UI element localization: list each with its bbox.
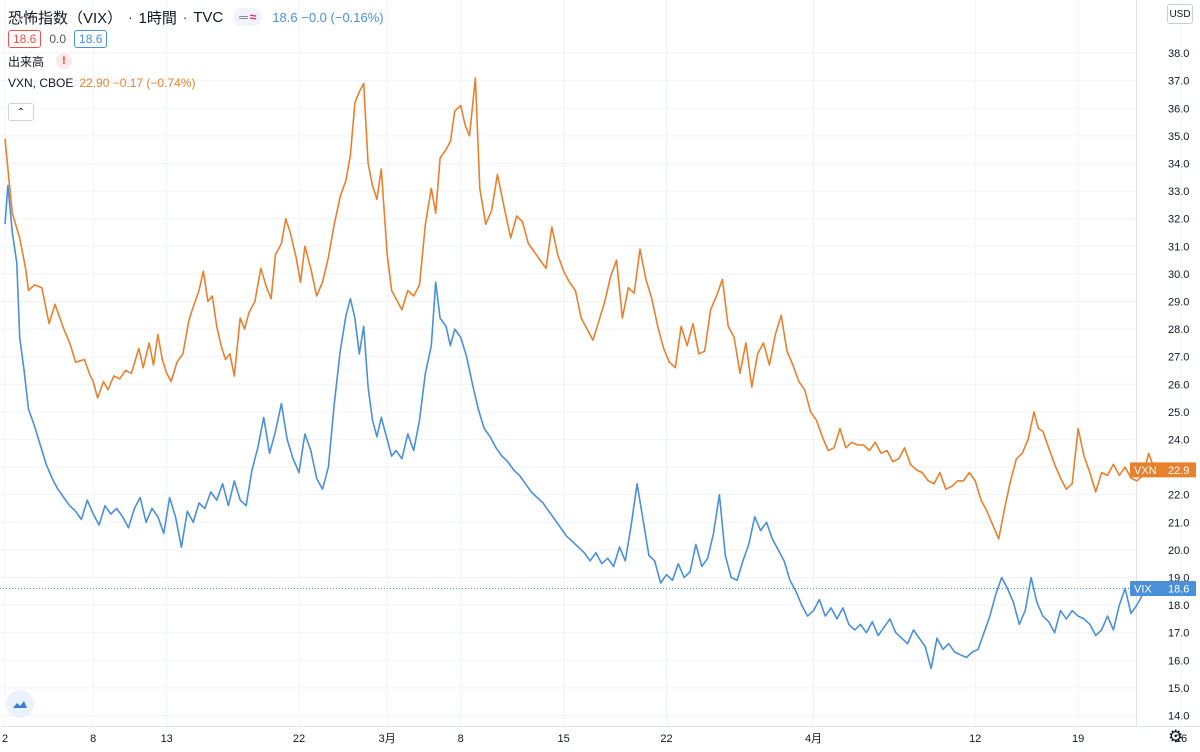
cloud-icon [13, 701, 27, 708]
y-tick-label: 15.0 [1168, 683, 1189, 695]
x-tick-label: 22 [660, 733, 672, 745]
chevron-up-icon: ⌃ [16, 106, 26, 118]
symbol-title[interactable]: 恐怖指数（VIX） [8, 9, 123, 27]
vxn-series-line[interactable] [4, 77, 1167, 540]
vix-last-value-badge [1130, 581, 1196, 597]
y-tick-label: 24.0 [1168, 435, 1189, 447]
x-tick-label: 15 [557, 733, 569, 745]
y-tick-label: 16.0 [1168, 655, 1189, 667]
x-tick-label: 2 [2, 733, 8, 745]
equals-icon: ═ [239, 10, 248, 24]
y-tick-label: 26.0 [1168, 379, 1189, 391]
spread-value: 0.0 [49, 32, 67, 46]
y-tick-label: 38.0 [1168, 48, 1189, 60]
collapse-legend-button[interactable]: ⌃ [8, 103, 34, 121]
approx-icon: ≈ [249, 10, 257, 24]
currency-button[interactable]: USD [1167, 4, 1193, 24]
x-tick-label: 12 [969, 733, 981, 745]
title-separator: · [128, 9, 133, 25]
y-tick-label: 20.0 [1168, 545, 1189, 557]
y-tick-label: 28.0 [1168, 324, 1189, 336]
title-separator: · [182, 9, 188, 25]
y-tick-label: 30.0 [1168, 269, 1189, 281]
x-tick-label: 22 [293, 733, 305, 745]
x-tick-label: 8 [90, 733, 96, 745]
vxn-last-value-badge [1130, 462, 1196, 478]
y-tick-label: 37.0 [1168, 76, 1189, 88]
interval-label[interactable]: 1時間 [138, 9, 177, 27]
x-tick-label: 3月 [379, 733, 396, 745]
y-tick-label: 33.0 [1168, 186, 1189, 198]
ask-price[interactable]: 18.6 [74, 30, 108, 48]
vix-badge-name: VIX [1134, 584, 1152, 596]
x-tick-label: 4月 [805, 733, 822, 745]
vix-badge-value: 18.6 [1168, 584, 1189, 596]
y-tick-label: 18.0 [1168, 600, 1189, 612]
y-tick-label: 17.0 [1168, 628, 1189, 640]
chart-type-toggle[interactable]: ═ ≈ [233, 8, 263, 26]
settings-gear-icon[interactable]: ⚙ [1168, 727, 1184, 746]
vix-series-line[interactable] [4, 184, 1167, 670]
y-tick-label: 21.0 [1168, 517, 1189, 529]
vxn-badge-value: 22.9 [1168, 465, 1189, 477]
y-tick-label: 34.0 [1168, 159, 1189, 171]
y-tick-label: 35.0 [1168, 131, 1189, 143]
alert-icon[interactable]: ! [56, 53, 73, 69]
vxn-series-name[interactable]: VXN, CBOE [8, 76, 74, 90]
y-tick-label: 32.0 [1168, 214, 1189, 226]
y-tick-label: 29.0 [1168, 297, 1189, 309]
x-tick-label: 8 [458, 733, 464, 745]
y-tick-label: 36.0 [1168, 103, 1189, 115]
tradingview-logo-icon[interactable] [6, 690, 34, 718]
y-tick-label: 31.0 [1168, 241, 1189, 253]
x-tick-label: 26 [1175, 733, 1187, 745]
bid-price[interactable]: 18.6 [8, 30, 42, 48]
x-tick-label: 13 [161, 733, 173, 745]
y-tick-label: 22.0 [1168, 490, 1189, 502]
source-label: TVC [193, 8, 224, 26]
y-tick-label: 14.0 [1168, 711, 1189, 723]
vxn-badge-name: VXN [1134, 465, 1157, 477]
y-tick-label: 27.0 [1168, 352, 1189, 364]
x-tick-label: 19 [1072, 733, 1084, 745]
y-tick-label: 25.0 [1168, 407, 1189, 419]
chart-legend: 恐怖指数（VIX） · 1時間 · TVC ═ ≈ 18.6 −0.0 (−0.… [8, 6, 384, 94]
vix-quote: 18.6 −0.0 (−0.16%) [272, 9, 384, 25]
volume-label[interactable]: 出来高 [8, 54, 45, 69]
vxn-quote: 22.90 −0.17 (−0.74%) [79, 76, 196, 90]
